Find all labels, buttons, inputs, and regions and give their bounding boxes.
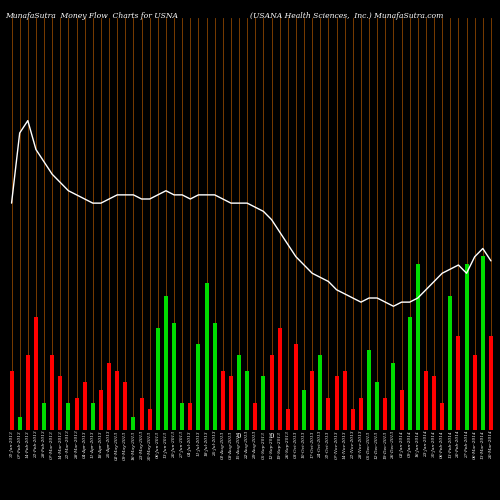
Bar <box>132 416 136 430</box>
Bar <box>66 403 70 430</box>
Bar <box>180 403 184 430</box>
Bar <box>34 318 38 430</box>
Bar <box>408 318 412 430</box>
Bar <box>26 355 30 430</box>
Bar <box>204 282 208 430</box>
Bar <box>375 382 379 430</box>
Bar <box>432 376 436 430</box>
Bar <box>107 363 111 430</box>
Bar <box>334 376 338 430</box>
Bar <box>50 355 54 430</box>
Bar <box>424 371 428 430</box>
Bar <box>351 408 355 430</box>
Bar <box>188 403 192 430</box>
Bar <box>392 363 396 430</box>
Bar <box>359 398 363 430</box>
Bar <box>278 328 281 430</box>
Bar <box>91 403 95 430</box>
Bar <box>58 376 62 430</box>
Bar <box>245 371 249 430</box>
Bar <box>286 408 290 430</box>
Bar <box>172 323 176 430</box>
Bar <box>472 355 476 430</box>
Bar <box>489 336 493 430</box>
Bar <box>10 371 14 430</box>
Bar <box>221 371 225 430</box>
Bar <box>464 264 468 430</box>
Bar <box>456 336 460 430</box>
Bar <box>156 328 160 430</box>
Bar <box>294 344 298 430</box>
Bar <box>115 371 119 430</box>
Text: MunafaSutra  Money Flow  Charts for USNA: MunafaSutra Money Flow Charts for USNA <box>5 12 178 20</box>
Text: 0: 0 <box>237 432 242 440</box>
Bar <box>342 371 346 430</box>
Bar <box>416 264 420 430</box>
Bar <box>18 416 21 430</box>
Bar <box>212 323 216 430</box>
Bar <box>384 398 388 430</box>
Bar <box>440 403 444 430</box>
Bar <box>124 382 128 430</box>
Bar <box>196 344 200 430</box>
Bar <box>367 350 371 430</box>
Bar <box>99 390 103 430</box>
Bar <box>448 296 452 430</box>
Bar <box>237 355 241 430</box>
Bar <box>310 371 314 430</box>
Bar <box>270 355 274 430</box>
Text: 0: 0 <box>270 432 274 440</box>
Bar <box>481 256 485 430</box>
Bar <box>140 398 143 430</box>
Bar <box>164 296 168 430</box>
Bar <box>229 376 233 430</box>
Bar <box>318 355 322 430</box>
Bar <box>254 403 258 430</box>
Bar <box>42 403 46 430</box>
Text: (USANA Health Sciences,  Inc.) MunafaSutra.com: (USANA Health Sciences, Inc.) MunafaSutr… <box>250 12 444 20</box>
Bar <box>74 398 78 430</box>
Bar <box>326 398 330 430</box>
Bar <box>262 376 266 430</box>
Bar <box>148 408 152 430</box>
Bar <box>400 390 404 430</box>
Bar <box>302 390 306 430</box>
Bar <box>82 382 86 430</box>
